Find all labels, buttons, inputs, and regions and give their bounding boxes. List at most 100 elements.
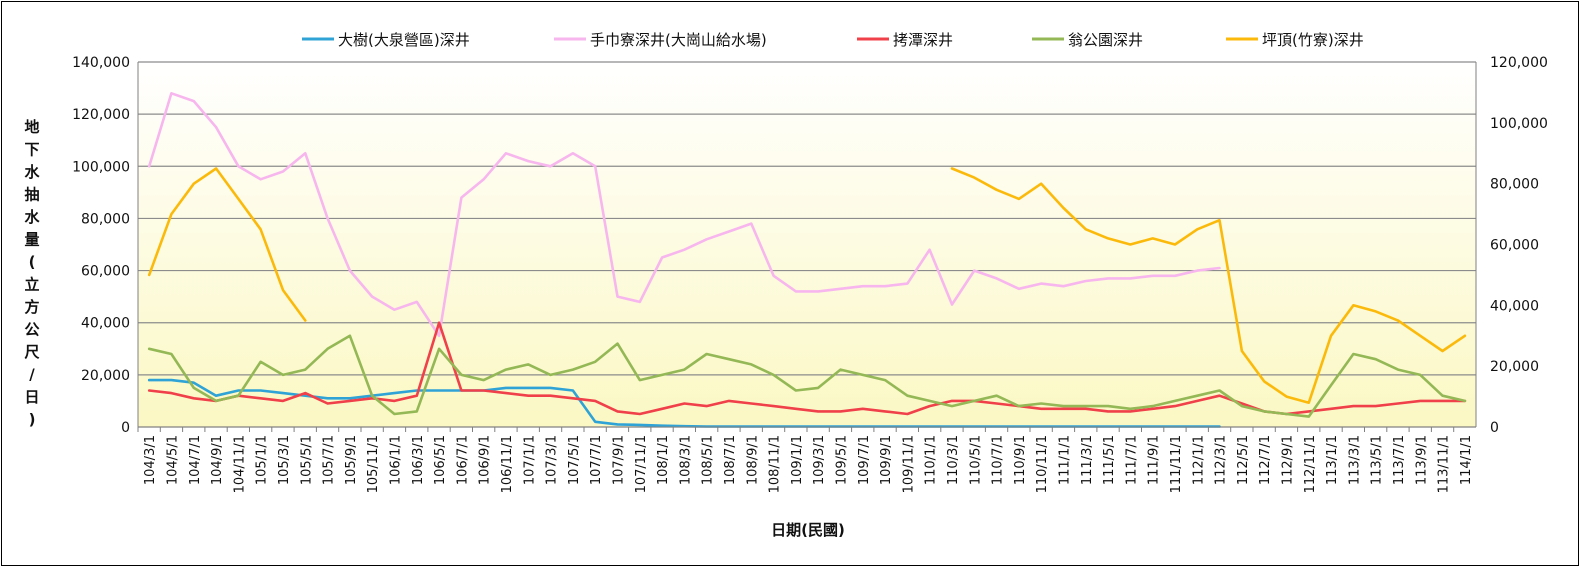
x-tick-label: 104/7/1 (188, 435, 203, 485)
x-tick-label: 110/1/1 (924, 435, 939, 485)
left-tick-label: 80,000 (81, 211, 130, 227)
left-tick-label: 120,000 (72, 107, 130, 123)
x-tick-label: 113/9/1 (1414, 435, 1429, 485)
y-axis-title-char: / (29, 366, 35, 384)
x-tick-label: 108/11/1 (768, 435, 783, 493)
x-tick-label: 106/3/1 (411, 435, 426, 485)
legend-label: 大樹(大泉營區)深井 (338, 31, 470, 49)
x-tick-label: 114/1/1 (1459, 435, 1474, 485)
x-tick-label: 112/9/1 (1280, 435, 1295, 485)
y-axis-title-char: 水 (24, 208, 40, 226)
x-tick-label: 110/9/1 (1013, 435, 1028, 485)
x-tick-label: 112/7/1 (1258, 435, 1273, 485)
y-axis-title-char: 尺 (24, 343, 39, 361)
y-axis-title-char: 下 (24, 141, 39, 159)
legend-label: 坪頂(竹寮)深井 (1262, 31, 1364, 49)
x-tick-label: 111/7/1 (1124, 435, 1139, 485)
x-tick-label: 113/3/1 (1347, 435, 1362, 485)
x-tick-label: 109/3/1 (812, 435, 827, 485)
x-tick-label: 108/1/1 (656, 435, 671, 485)
x-tick-label: 105/1/1 (255, 435, 270, 485)
x-tick-label: 107/1/1 (522, 435, 537, 485)
series-line-4 (147, 167, 1467, 404)
series-line-2 (147, 321, 1467, 416)
x-tick-label: 109/7/1 (857, 435, 872, 485)
right-tick-label: 20,000 (1490, 359, 1539, 375)
right-tick-label: 0 (1490, 420, 1499, 436)
x-tick-label: 104/9/1 (210, 435, 225, 485)
x-axis-title: 日期(民國) (771, 521, 845, 539)
x-tick-label: 113/5/1 (1370, 435, 1385, 485)
x-tick-label: 108/9/1 (745, 435, 760, 485)
x-tick-label: 113/11/1 (1437, 435, 1452, 493)
x-tick-label: 109/11/1 (901, 435, 916, 493)
right-tick-label: 100,000 (1490, 116, 1548, 132)
right-tick-label: 60,000 (1490, 238, 1539, 254)
x-tick-label: 106/7/1 (455, 435, 470, 485)
y-axis-title-char: ) (29, 411, 36, 429)
y-axis-title-char: 公 (24, 321, 39, 339)
y-axis-title-char: 量 (24, 231, 39, 249)
x-tick-label: 109/5/1 (834, 435, 849, 485)
x-tick-label: 104/11/1 (232, 435, 247, 493)
x-tick-label: 113/7/1 (1392, 435, 1407, 485)
x-tick-label: 108/7/1 (723, 435, 738, 485)
y-axis-title-char: 水 (24, 163, 40, 181)
x-tick-label: 109/1/1 (790, 435, 805, 485)
left-tick-label: 60,000 (81, 264, 130, 280)
right-tick-label: 120,000 (1490, 55, 1548, 71)
x-tick-label: 112/11/1 (1303, 435, 1318, 493)
y-axis-title-char: ( (29, 253, 36, 271)
x-tick-label: 105/3/1 (277, 435, 292, 485)
left-tick-label: 100,000 (72, 159, 130, 175)
y-axis-title-char: 方 (24, 298, 39, 316)
x-tick-label: 105/7/1 (322, 435, 337, 485)
x-tick-label: 107/5/1 (567, 435, 582, 485)
x-tick-label: 106/5/1 (433, 435, 448, 485)
x-tick-label: 106/1/1 (388, 435, 403, 485)
legend-label: 手巾寮深井(大崗山給水場) (590, 31, 767, 49)
left-tick-label: 0 (121, 420, 130, 436)
x-tick-label: 109/9/1 (879, 435, 894, 485)
x-tick-label: 110/5/1 (968, 435, 983, 485)
x-tick-label: 111/3/1 (1080, 435, 1095, 485)
legend-label: 翁公園深井 (1068, 31, 1143, 49)
x-tick-label: 105/9/1 (344, 435, 359, 485)
right-tick-label: 80,000 (1490, 177, 1539, 193)
legend: 大樹(大泉營區)深井 手巾寮深井(大崗山給水場) 拷潭深井 翁公園深井 坪頂(竹寮)深井 (302, 31, 1364, 49)
x-tick-label: 111/9/1 (1147, 435, 1162, 485)
x-tick-label: 107/3/1 (545, 435, 560, 485)
x-tick-label: 111/1/1 (1057, 435, 1072, 485)
x-tick-label: 104/5/1 (165, 435, 180, 485)
left-y-axis-ticks: 0 20,000 40,000 60,000 80,000 100,000 120,000 1… (72, 55, 130, 436)
x-tick-label: 106/9/1 (478, 435, 493, 485)
x-tick-label: 104/3/1 (143, 435, 158, 485)
x-tick-label: 111/11/1 (1169, 435, 1184, 493)
y-axis-title-char: 日 (24, 388, 39, 406)
x-tick-label: 107/7/1 (589, 435, 604, 485)
x-tick-label: 107/11/1 (634, 435, 649, 493)
left-tick-label: 20,000 (81, 368, 130, 384)
x-tick-label: 112/5/1 (1236, 435, 1251, 485)
left-tick-label: 140,000 (72, 55, 130, 71)
left-tick-label: 40,000 (81, 316, 130, 332)
series-line-3 (147, 334, 1467, 418)
x-tick-label: 113/1/1 (1325, 435, 1340, 485)
x-tick-label: 110/7/1 (991, 435, 1006, 485)
series-line-1 (147, 92, 1221, 338)
x-tick-label: 111/5/1 (1102, 435, 1117, 485)
x-tick-label: 106/11/1 (500, 435, 515, 493)
x-tick-label: 105/5/1 (299, 435, 314, 485)
legend-label: 拷潭深井 (893, 31, 953, 49)
x-tick-label: 110/11/1 (1035, 435, 1050, 493)
x-tick-label: 107/9/1 (611, 435, 626, 485)
x-tick-label: 108/5/1 (701, 435, 716, 485)
y-axis-title-char: 抽 (24, 186, 39, 204)
x-tick-label: 105/11/1 (366, 435, 381, 493)
right-tick-label: 40,000 (1490, 298, 1539, 314)
x-tick-label: 108/3/1 (678, 435, 693, 485)
y-axis-title-char: 地 (24, 118, 39, 136)
x-axis-ticks: 104/3/1 104/5/1 104/7/1 104/9/1 104/11/1 105/… (137, 427, 1474, 493)
